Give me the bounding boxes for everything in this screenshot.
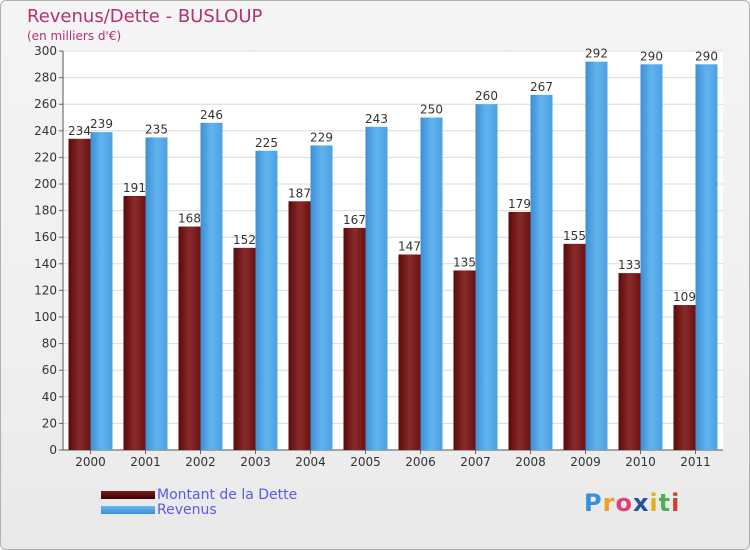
logo-letter: t bbox=[658, 489, 672, 517]
chart-subtitle: (en milliers d'€) bbox=[27, 29, 122, 43]
y-tick-label: 180 bbox=[34, 204, 57, 218]
x-tick-label: 2001 bbox=[130, 455, 161, 469]
y-tick-label: 300 bbox=[34, 44, 57, 58]
logo-letter: i bbox=[671, 489, 681, 517]
data-label: 109 bbox=[673, 290, 696, 304]
data-label: 260 bbox=[475, 89, 498, 103]
y-tick-label: 0 bbox=[49, 443, 57, 457]
bar-dette bbox=[233, 247, 256, 450]
logo-letter: r bbox=[602, 489, 616, 517]
data-label: 167 bbox=[343, 213, 366, 227]
bar-dette bbox=[673, 305, 696, 450]
data-label: 191 bbox=[123, 181, 146, 195]
legend-swatch-revenus bbox=[101, 505, 155, 514]
bar-dette bbox=[563, 243, 586, 450]
x-tick-label: 2009 bbox=[570, 455, 601, 469]
data-label: 234 bbox=[68, 124, 91, 138]
bar-revenus bbox=[255, 150, 278, 450]
y-tick-label: 60 bbox=[42, 363, 57, 377]
bar-dette bbox=[508, 211, 531, 450]
y-tick-label: 280 bbox=[34, 71, 57, 85]
data-label: 135 bbox=[453, 255, 476, 269]
legend-item-revenus: Revenus bbox=[101, 501, 297, 518]
y-tick-label: 100 bbox=[34, 310, 57, 324]
data-label: 239 bbox=[90, 117, 113, 131]
x-tick-label: 2004 bbox=[295, 455, 326, 469]
y-tick-label: 140 bbox=[34, 257, 57, 271]
bar-dette bbox=[178, 226, 201, 450]
logo-letter: x bbox=[632, 489, 650, 517]
bar-revenus bbox=[475, 104, 498, 450]
data-label: 267 bbox=[530, 80, 553, 94]
data-label: 155 bbox=[563, 229, 586, 243]
bar-revenus bbox=[145, 137, 168, 450]
data-label: 187 bbox=[288, 186, 311, 200]
data-label: 147 bbox=[398, 239, 421, 253]
y-tick-label: 220 bbox=[34, 150, 57, 164]
bar-dette bbox=[343, 227, 366, 450]
y-tick-label: 20 bbox=[42, 416, 57, 430]
bar-revenus bbox=[365, 126, 388, 450]
bar-revenus bbox=[695, 64, 718, 451]
y-tick-label: 80 bbox=[42, 337, 57, 351]
x-tick-label: 2011 bbox=[680, 455, 711, 469]
data-label: 290 bbox=[695, 49, 718, 63]
bar-revenus bbox=[420, 117, 443, 450]
x-tick-label: 2002 bbox=[185, 455, 216, 469]
x-tick-label: 2010 bbox=[625, 455, 656, 469]
legend-item-dette: Montant de la Dette bbox=[101, 486, 298, 503]
legend-label-revenus: Revenus bbox=[157, 501, 217, 518]
bar-dette bbox=[618, 273, 641, 450]
bar-revenus bbox=[640, 64, 663, 451]
data-label: 168 bbox=[178, 212, 201, 226]
data-label: 243 bbox=[365, 112, 388, 126]
legend-label-dette: Montant de la Dette bbox=[157, 486, 298, 503]
legend: Montant de la Dette Revenus bbox=[101, 486, 298, 518]
logo-letter: o bbox=[615, 489, 633, 517]
bar-dette bbox=[453, 270, 476, 450]
x-tick-label: 2003 bbox=[240, 455, 271, 469]
y-tick-label: 240 bbox=[34, 124, 57, 138]
x-tick-label: 2006 bbox=[405, 455, 436, 469]
proxiti-logo: Proxiti bbox=[584, 489, 680, 517]
bar-revenus bbox=[585, 61, 608, 450]
plot-area bbox=[63, 51, 723, 450]
y-tick-label: 120 bbox=[34, 283, 57, 297]
y-tick-label: 260 bbox=[34, 97, 57, 111]
data-label: 229 bbox=[310, 130, 333, 144]
bar-dette bbox=[398, 254, 421, 450]
chart-title: Revenus/Dette - BUSLOUP bbox=[27, 6, 263, 27]
data-label: 290 bbox=[640, 49, 663, 63]
x-tick-label: 2008 bbox=[515, 455, 546, 469]
data-label: 133 bbox=[618, 258, 641, 272]
bar-revenus bbox=[530, 94, 553, 450]
data-label: 250 bbox=[420, 103, 443, 117]
bar-dette bbox=[68, 138, 91, 450]
logo-letter: i bbox=[649, 489, 659, 517]
x-tick-label: 2005 bbox=[350, 455, 381, 469]
bar-dette bbox=[123, 195, 146, 450]
logo-letter: P bbox=[584, 489, 603, 517]
bar-revenus bbox=[200, 122, 223, 450]
data-label: 292 bbox=[585, 47, 608, 61]
bar-dette bbox=[288, 201, 311, 450]
y-tick-label: 200 bbox=[34, 177, 57, 191]
x-tick-label: 2000 bbox=[75, 455, 106, 469]
y-tick-label: 160 bbox=[34, 230, 57, 244]
data-label: 225 bbox=[255, 136, 278, 150]
bar-revenus bbox=[310, 145, 333, 450]
data-label: 235 bbox=[145, 122, 168, 136]
data-label: 179 bbox=[508, 197, 531, 211]
x-tick-label: 2007 bbox=[460, 455, 491, 469]
bar-revenus bbox=[90, 132, 113, 450]
legend-swatch-dette bbox=[101, 490, 155, 499]
y-tick-label: 40 bbox=[42, 390, 57, 404]
data-label: 246 bbox=[200, 108, 223, 122]
data-label: 152 bbox=[233, 233, 256, 247]
